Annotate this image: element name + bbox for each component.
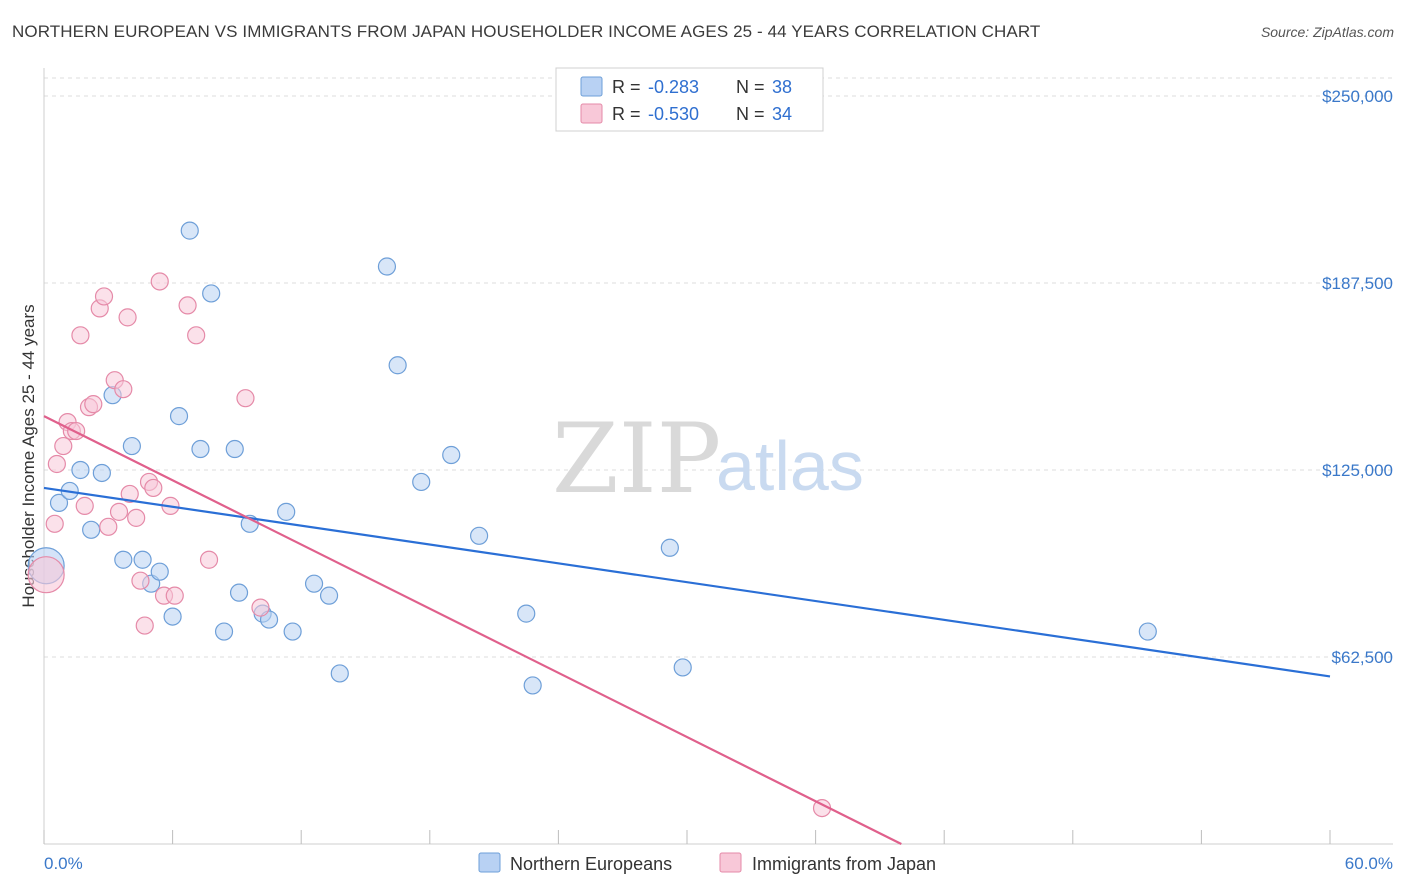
data-point-immigrants-from-japan [236,389,255,408]
data-point-immigrants-from-japan [47,454,66,474]
legend-swatch-s1 [580,76,603,97]
data-point-northern-europeans [214,622,234,641]
correlation-legend: R = -0.283 N = 38 R = -0.530 N = 34 [555,67,824,132]
data-point-immigrants-from-japan [144,478,163,498]
legend-n-value-s1: 38 [772,77,792,97]
data-point-immigrants-from-japan [45,514,64,533]
legend-n-value-s2: 34 [772,104,792,124]
data-point-immigrants-from-japan [251,598,270,617]
legend-n-label-s2: N = [736,104,765,124]
data-point-northern-europeans [660,538,679,557]
data-point-northern-europeans [133,550,152,569]
y-tick-label: $62,500 [1332,648,1393,667]
x-tick-label-max: 60.0% [1345,854,1393,873]
data-point-northern-europeans [330,664,349,683]
data-point-immigrants-from-japan [118,308,137,327]
data-point-immigrants-from-japan [187,326,206,345]
y-tick-label: $250,000 [1322,87,1393,106]
data-point-northern-europeans [180,221,199,240]
data-point-northern-europeans [469,526,489,545]
data-point-northern-europeans [377,257,397,276]
data-point-northern-europeans [202,284,221,303]
data-point-northern-europeans [114,550,133,569]
data-point-northern-europeans [319,586,339,605]
data-point-immigrants-from-japan [199,550,219,569]
data-point-northern-europeans [49,493,69,512]
y-axis-title: Householder Income Ages 25 - 44 years [19,304,38,607]
data-point-northern-europeans [673,658,692,677]
y-tick-labels: $62,500 $125,000 $187,500 $250,000 [1322,87,1393,667]
data-point-northern-europeans [92,463,111,483]
grid-lines [44,77,1393,658]
data-point-northern-europeans [277,502,296,521]
legend-r-label-s1: R = [612,77,641,97]
x-tick-label-min: 0.0% [44,854,83,873]
y-tick-label: $187,500 [1322,274,1393,293]
data-point-immigrants-from-japan [165,586,184,605]
data-point-northern-europeans [225,439,244,459]
trend-lines [43,415,1331,845]
data-point-northern-europeans [523,676,542,695]
data-point-northern-europeans [1138,622,1157,641]
data-point-northern-europeans [163,607,182,626]
axes [43,68,1393,845]
data-point-northern-europeans [191,439,210,459]
data-point-northern-europeans [122,436,141,456]
watermark-atlas: atlas [716,427,864,505]
data-point-immigrants-from-japan [109,502,129,521]
trend-line-immigrants-from-japan [43,415,902,845]
data-point-immigrants-from-japan [178,296,197,315]
source-label: Source: ZipAtlas.com [1260,24,1394,40]
bottom-legend-swatch-s1 [478,852,501,873]
bottom-legend-label-s2: Immigrants from Japan [752,854,936,874]
data-point-immigrants-from-japan [94,287,114,306]
data-point-northern-europeans [442,445,461,465]
data-point-northern-europeans [283,622,302,641]
data-point-immigrants-from-japan [150,272,169,291]
data-point-northern-europeans [388,356,407,375]
data-point-northern-europeans [169,407,189,426]
series-legend: Northern Europeans Immigrants from Japan [478,852,936,874]
data-point-immigrants-from-japan [131,571,150,590]
data-point-immigrants-from-japan [54,436,73,456]
legend-n-label-s1: N = [736,77,765,97]
data-point-immigrants-from-japan [120,484,139,504]
data-point-immigrants-from-japan [84,395,103,414]
data-point-northern-europeans [229,583,249,602]
bottom-legend-swatch-s2 [719,852,742,873]
data-point-immigrants-from-japan [75,496,94,515]
data-point-northern-europeans [82,520,101,539]
data-point-immigrants-from-japan [71,326,90,345]
data-point-northern-europeans [517,604,536,623]
data-point-immigrants-from-japan [27,556,65,594]
legend-r-label-s2: R = [612,104,641,124]
data-point-immigrants-from-japan [99,517,118,536]
chart-title: NORTHERN EUROPEAN VS IMMIGRANTS FROM JAP… [12,22,1041,41]
legend-swatch-s2 [580,103,603,124]
data-point-immigrants-from-japan [114,380,133,399]
watermark-zip: ZIP [552,403,721,515]
data-point-northern-europeans [71,460,90,480]
data-point-immigrants-from-japan [127,508,146,527]
legend-r-value-s1: -0.283 [648,77,699,97]
bottom-legend-label-s1: Northern Europeans [510,854,672,874]
legend-r-value-s2: -0.530 [648,104,699,124]
data-point-northern-europeans [150,562,169,581]
data-point-northern-europeans [412,472,431,492]
data-point-immigrants-from-japan [135,616,154,635]
trend-line-northern-europeans [43,486,1331,678]
data-point-northern-europeans [304,574,324,593]
y-tick-label: $125,000 [1322,461,1393,480]
